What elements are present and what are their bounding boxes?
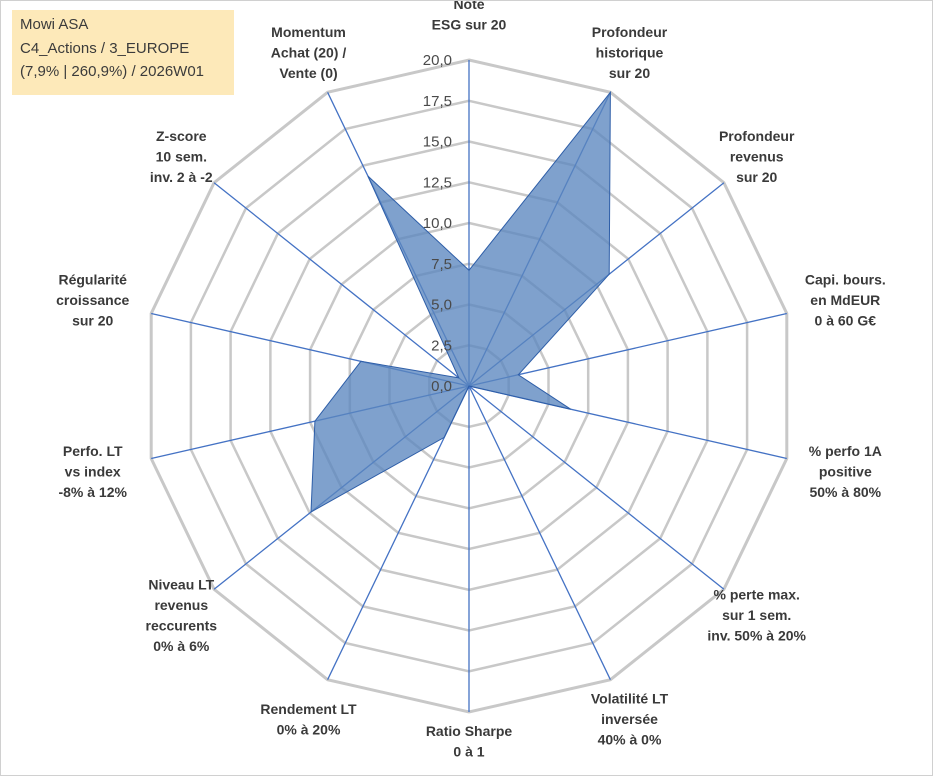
axis-label: Profondeur historique sur 20 <box>592 24 668 81</box>
axis-label-line: revenus <box>730 148 784 164</box>
tick-label: 17,5 <box>423 93 452 110</box>
axis-label-line: revenus <box>154 597 208 613</box>
tick-label: 2,5 <box>431 337 452 354</box>
axis-label-line: 0 à 60 G€ <box>815 312 877 328</box>
axis-label-line: Capi. bours. <box>805 271 886 287</box>
axis-label-line: croissance <box>56 292 129 308</box>
axis-label: Perfo. LT vs index -8% à 12% <box>58 443 127 500</box>
spoke-line <box>468 385 725 590</box>
tick-label: 15,0 <box>423 134 452 151</box>
tick-label: 12,5 <box>423 174 452 191</box>
axis-label-line: sur 20 <box>72 312 113 328</box>
axis-label-line: Volatilité LT <box>591 691 669 707</box>
tick-label: 10,0 <box>423 215 452 232</box>
axis-label-line: sur 1 sem. <box>722 607 791 623</box>
spoke-line <box>468 312 787 387</box>
axis-label: Capi. bours. en MdEUR 0 à 60 G€ <box>805 271 886 328</box>
radar-series <box>310 90 611 513</box>
tick-label: 0,0 <box>431 378 452 395</box>
axis-label-line: 0 à 1 <box>453 744 484 760</box>
axis-label-line: inv. 50% à 20% <box>707 628 806 644</box>
axis-label-line: 0% à 6% <box>153 638 210 654</box>
axis-label-line: Ratio Sharpe <box>426 723 513 739</box>
spoke-line <box>468 385 611 680</box>
axis-label-line: Note <box>453 1 484 12</box>
tick-label: 20,0 <box>423 52 452 69</box>
axis-label-line: 0% à 20% <box>277 721 341 737</box>
axis-label-line: -8% à 12% <box>58 484 127 500</box>
axis-label-line: inversée <box>601 711 658 727</box>
axis-labels: Note ESG sur 20 Profondeur historique sur 20… <box>56 1 886 760</box>
category-label: C4_Actions / 3_EUROPE <box>20 39 190 57</box>
axis-label-line: Profondeur <box>592 24 668 40</box>
axis-label-line: 50% à 80% <box>809 484 881 500</box>
axis-label-line: sur 20 <box>736 169 777 185</box>
axis-label-line: en MdEUR <box>810 292 880 308</box>
axis-label-line: ESG sur 20 <box>432 17 507 33</box>
axis-label-line: Achat (20) / <box>271 44 347 60</box>
axis-label-line: 10 sem. <box>156 148 207 164</box>
axis-label-line: 40% à 0% <box>598 732 662 748</box>
axis-label-line: reccurents <box>146 617 218 633</box>
axis-label-line: % perte max. <box>714 587 800 603</box>
axis-label-line: inv. 2 à -2 <box>150 169 213 185</box>
axis-label-line: Momentum <box>271 24 346 40</box>
stats-label: (7,9% | 260,9%) / 2026W01 <box>20 63 204 80</box>
series-area <box>310 90 611 513</box>
axis-label: Régularité croissance sur 20 <box>56 271 129 328</box>
axis-label-line: Vente (0) <box>279 65 337 81</box>
axis-label-line: Profondeur <box>719 128 795 144</box>
tick-label: 7,5 <box>431 256 452 273</box>
axis-label: Profondeur revenus sur 20 <box>719 128 795 185</box>
axis-label-line: Z-score <box>156 128 207 144</box>
axis-label-line: historique <box>596 44 664 60</box>
axis-label-line: % perfo 1A <box>809 443 882 459</box>
axis-label-line: vs index <box>65 464 121 480</box>
axis-label: Note ESG sur 20 <box>432 1 507 33</box>
axis-label-line: Niveau LT <box>148 576 214 592</box>
axis-label-line: Rendement LT <box>260 701 357 717</box>
axis-label-line: sur 20 <box>609 65 650 81</box>
axis-label-line: Perfo. LT <box>63 443 123 459</box>
axis-label: Volatilité LT inversée 40% à 0% <box>591 691 669 748</box>
axis-label: Niveau LT revenus reccurents 0% à 6% <box>146 576 218 654</box>
company-name: Mowi ASA <box>20 16 89 33</box>
axis-label: Rendement LT 0% à 20% <box>260 701 357 738</box>
axis-label: Ratio Sharpe 0 à 1 <box>426 723 513 760</box>
axis-label: Momentum Achat (20) / Vente (0) <box>271 24 347 81</box>
axis-label: Z-score 10 sem. inv. 2 à -2 <box>150 128 213 185</box>
axis-label-line: Régularité <box>58 271 127 287</box>
radial-ticks: 0,0 2,5 5,0 7,5 10,0 12,5 15,0 17,5 20,0 <box>423 52 452 395</box>
spoke-line <box>213 182 470 387</box>
axis-label: % perfo 1A positive 50% à 80% <box>809 443 882 500</box>
axis-label-line: positive <box>819 464 872 480</box>
tick-label: 5,0 <box>431 297 452 314</box>
axis-label: % perte max. sur 1 sem. inv. 50% à 20% <box>707 587 806 644</box>
info-box: Mowi ASA C4_Actions / 3_EUROPE (7,9% | 2… <box>12 10 234 95</box>
